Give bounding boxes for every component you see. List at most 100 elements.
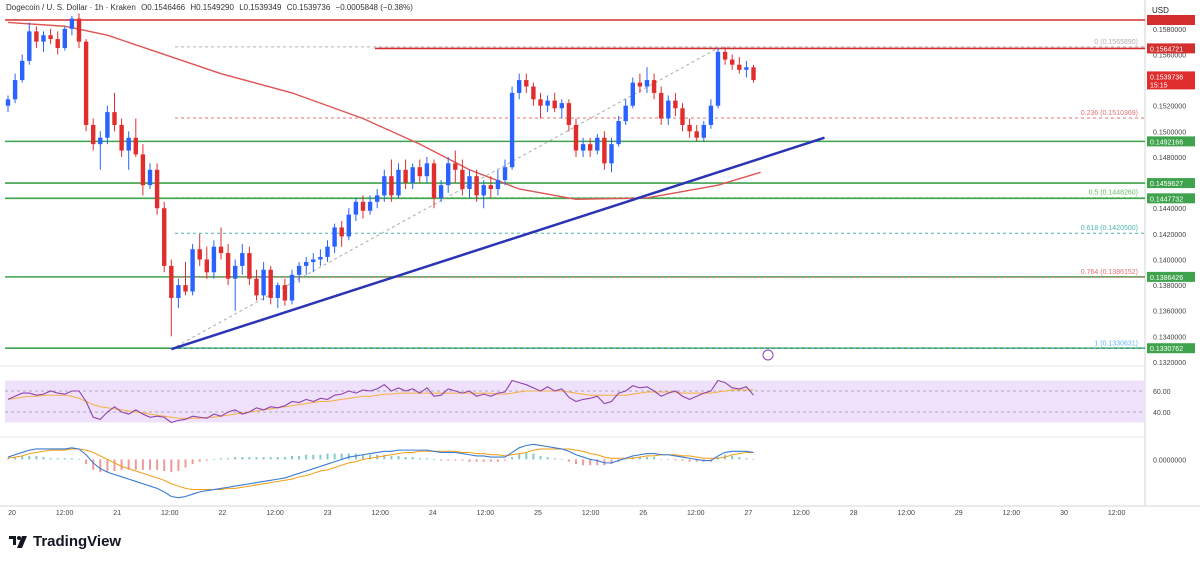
candle-body [360, 201, 366, 211]
macd-histogram-bar [475, 459, 478, 462]
macd-histogram-bar [319, 454, 322, 460]
macd-histogram-bar [283, 457, 286, 460]
macd-histogram-bar [49, 458, 52, 460]
candle-body [247, 253, 252, 279]
macd-histogram-bar [610, 459, 613, 465]
candle-body [637, 82, 643, 87]
y-tick-label: 0.1560000 [1153, 52, 1186, 59]
candle-body [744, 67, 749, 70]
candle-body [289, 274, 295, 301]
candle-body [453, 163, 458, 170]
candle-body [268, 269, 273, 298]
candle-body [545, 100, 550, 106]
candle-body [233, 265, 238, 279]
candle-body [396, 169, 401, 196]
level-tag [1147, 343, 1195, 354]
macd-histogram-bar [546, 457, 549, 460]
symbol-title[interactable]: Dogecoin / U. S. Dollar · 1h · Kraken [6, 3, 136, 12]
macd-signal-line [7, 448, 754, 491]
macd-histogram-bar [525, 452, 528, 460]
candle-body [687, 124, 692, 132]
macd-histogram-bar [291, 455, 293, 460]
y-tick-label: 0.1400000 [1153, 257, 1186, 264]
macd-histogram-bar [667, 459, 670, 460]
macd-histogram-bar [134, 459, 137, 470]
candle-body [517, 80, 522, 93]
macd-histogram-bar [7, 458, 9, 460]
x-tick-label: 27 [745, 510, 753, 517]
candle-body [595, 137, 600, 151]
macd-histogram-bar [752, 459, 755, 460]
candle-body [133, 137, 138, 155]
y-tick-label: 0.1360000 [1153, 309, 1186, 316]
level-tag-label: 0.1459627 [1150, 181, 1183, 188]
symbol-header: Dogecoin / U. S. Dollar · 1h · Kraken O0… [6, 3, 416, 12]
top-resistance-tag [1147, 15, 1195, 25]
ohlc-open: O0.1546466 [141, 3, 186, 12]
macd-histogram-bar [305, 454, 308, 460]
macd-histogram-bar [241, 457, 244, 460]
candle-body [339, 227, 344, 237]
x-tick-label: 12:00 [1003, 510, 1021, 517]
candle-body [573, 124, 579, 151]
macd-histogram-bar [603, 459, 606, 466]
candle-body [169, 265, 174, 298]
macd-histogram-bar [383, 454, 386, 460]
level-tag [1147, 193, 1195, 204]
candle-body [62, 28, 67, 49]
candle-body [751, 67, 756, 81]
macd-histogram-bar [248, 457, 251, 460]
candle-body [332, 227, 337, 247]
macd-histogram-bar [163, 459, 166, 471]
candle-body [524, 80, 529, 87]
macd-histogram-bar [354, 453, 357, 460]
current-price-tag [1147, 71, 1195, 90]
candle-body [417, 167, 422, 177]
candle-body [737, 64, 742, 70]
replay-icon [762, 349, 774, 361]
candle-body [722, 51, 728, 60]
candle-body [126, 137, 131, 151]
macd-histogram-bar [646, 457, 648, 460]
currency-label[interactable]: USD [1152, 6, 1169, 15]
macd-zero-label: 0.0000000 [1153, 457, 1186, 464]
candle-body [147, 169, 153, 186]
x-tick-label: 12:00 [687, 510, 705, 517]
level-tag-label: 0.1330762 [1150, 346, 1183, 353]
macd-histogram-bar [624, 459, 627, 460]
macd-histogram-bar [170, 459, 173, 473]
macd-histogram-bar [511, 457, 514, 460]
fib-level-label: 0.764 (0.1386152) [1081, 269, 1138, 276]
macd-histogram-bar [78, 459, 80, 460]
candle-body [353, 201, 359, 215]
candle-body [403, 169, 408, 183]
candle-body [119, 124, 124, 151]
candle-body [48, 35, 53, 40]
candle-body [431, 163, 437, 198]
macd-line [7, 443, 754, 499]
ohlc-low: L0.1539349 [239, 3, 282, 12]
x-tick-label: 12:00 [897, 510, 915, 517]
y-tick-label: 0.1340000 [1153, 334, 1186, 341]
candle-body [730, 59, 735, 65]
macd-histogram-bar [35, 455, 38, 460]
macd-histogram-bar [127, 459, 130, 470]
tradingview-brand[interactable]: TradingView [8, 533, 121, 550]
macd-histogram-bar [397, 455, 400, 460]
candle-body [410, 167, 415, 183]
macd-histogram-bar [63, 458, 66, 460]
macd-histogram-bar [433, 459, 435, 460]
tradingview-logo-icon [9, 535, 27, 548]
x-tick-label: 23 [324, 510, 332, 517]
candle-body [91, 124, 96, 145]
candle-body [367, 201, 373, 211]
macd-histogram-bar [312, 454, 315, 460]
level-tag-label: 0.1492166 [1150, 139, 1183, 146]
candle-body [694, 131, 699, 138]
y-tick-label: 0.1580000 [1153, 27, 1186, 34]
y-tick-label: 0.1420000 [1153, 232, 1186, 239]
candle-body [552, 100, 557, 109]
y-tick-label: 0.1480000 [1153, 155, 1186, 162]
candle-body [382, 176, 387, 196]
